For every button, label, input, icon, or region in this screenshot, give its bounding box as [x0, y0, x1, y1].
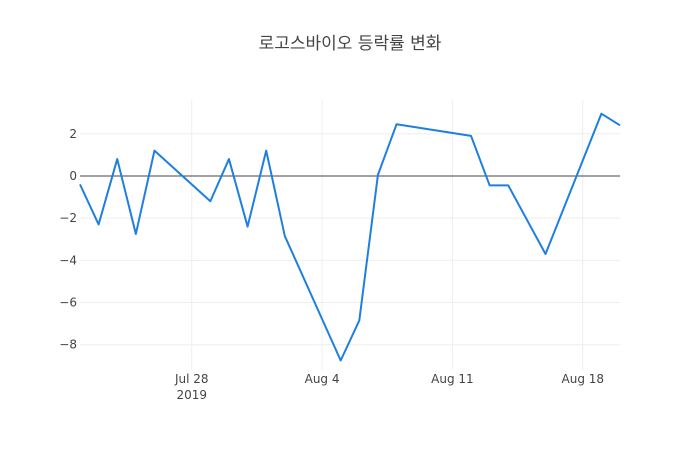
x-tick-label: Jul 28: [174, 372, 209, 386]
x-tick-label: Aug 18: [562, 372, 605, 386]
y-tick-label: −8: [59, 338, 77, 352]
axes: Jul 28 2019 Aug 4 Aug 11 Aug 18 2 0 −2 −4 −6 −8: [59, 127, 604, 402]
x-tick-label: Aug 4: [305, 372, 340, 386]
x-tick-sublabel: 2019: [176, 388, 207, 402]
y-tick-label: −2: [59, 211, 77, 225]
chart-title: 로고스바이오 등락률 변화: [259, 34, 442, 54]
y-tick-label: −6: [59, 296, 77, 310]
series-line: [79, 112, 621, 362]
x-tick-label: Aug 11: [431, 372, 474, 386]
grid: [80, 100, 620, 370]
y-tick-label: −4: [59, 253, 77, 267]
y-tick-label: 2: [69, 127, 77, 141]
y-tick-label: 0: [69, 169, 77, 183]
series-layer: [79, 112, 621, 362]
